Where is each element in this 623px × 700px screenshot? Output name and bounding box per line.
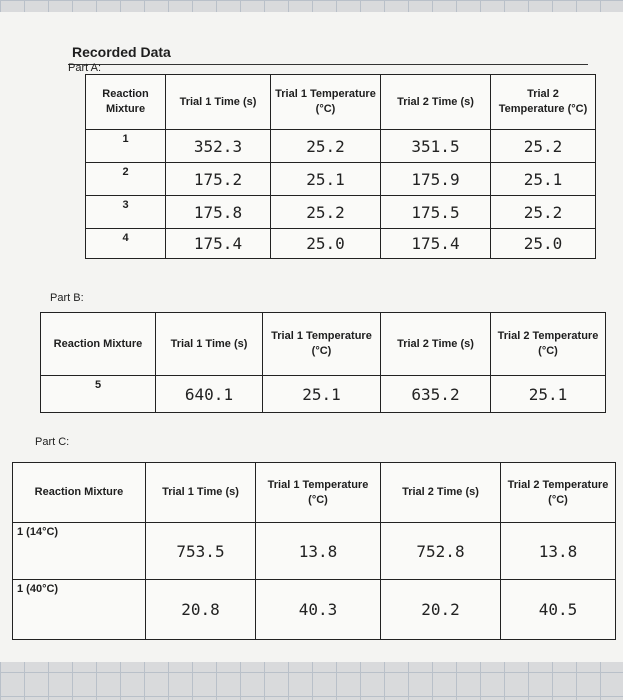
data-row: 1 (14°C) 753.5 13.8 752.8 13.8 (12, 522, 616, 580)
part-label: Part C: (35, 436, 70, 448)
cell-value: 25.0 (270, 228, 381, 259)
data-row: 2 175.2 25.1 175.9 25.1 (85, 162, 596, 196)
cell-value: 352.3 (165, 129, 271, 163)
column-header: Reaction Mixture (12, 462, 146, 523)
cell-value: 20.8 (145, 579, 256, 640)
cell-value: 25.0 (490, 228, 596, 259)
column-header: Trial 1 Temperature (°C) (270, 74, 381, 130)
column-header: Trial 2 Temperature (°C) (500, 462, 616, 523)
title-rule (68, 64, 588, 65)
column-header: Trial 2 Time (s) (380, 312, 491, 376)
cell-value: 40.3 (255, 579, 381, 640)
cell-value: 175.8 (165, 195, 271, 229)
cell-value: 351.5 (380, 129, 491, 163)
cell-value: 25.1 (262, 375, 381, 413)
header-row: Reaction Mixture Trial 1 Time (s) Trial 1 … (40, 312, 606, 376)
cell-value: 175.4 (165, 228, 271, 259)
data-table: Reaction Mixture Trial 1 Time (s) Trial 1 … (12, 462, 616, 640)
cell-value: 175.2 (165, 162, 271, 196)
header-row: Reaction Mixture Trial 1 Time (s) Trial 1 … (12, 462, 616, 523)
column-header: Trial 2 Time (s) (380, 74, 491, 130)
cell-value: 25.2 (490, 195, 596, 229)
row-label: 4 (85, 228, 166, 259)
cell-value: 175.5 (380, 195, 491, 229)
data-row: 5 640.1 25.1 635.2 25.1 (40, 375, 606, 413)
cell-value: 25.1 (490, 375, 606, 413)
part-label: Part A: (68, 62, 102, 74)
column-header: Trial 2 Temperature (°C) (490, 74, 596, 130)
header-row: Reaction Mixture Trial 1 Time (s) Trial 1 … (85, 74, 596, 130)
data-row: 1 352.3 25.2 351.5 25.2 (85, 129, 596, 163)
data-row: 1 (40°C) 20.8 40.3 20.2 40.5 (12, 579, 616, 640)
cell-value: 25.2 (490, 129, 596, 163)
row-label: 1 (40°C) (12, 579, 146, 640)
data-row: 4 175.4 25.0 175.4 25.0 (85, 228, 596, 259)
cell-value: 40.5 (500, 579, 616, 640)
paper-sheet: Recorded Data Part A: Reaction Mixture Tri… (0, 12, 623, 662)
cell-value: 635.2 (380, 375, 491, 413)
column-header: Trial 1 Time (s) (165, 74, 271, 130)
cell-value: 753.5 (145, 522, 256, 580)
cell-value: 25.2 (270, 129, 381, 163)
cell-value: 13.8 (255, 522, 381, 580)
row-label: 2 (85, 162, 166, 196)
cell-value: 25.1 (270, 162, 381, 196)
column-header: Reaction Mixture (85, 74, 166, 130)
column-header: Trial 2 Temperature (°C) (490, 312, 606, 376)
cell-value: 752.8 (380, 522, 501, 580)
data-row: 3 175.8 25.2 175.5 25.2 (85, 195, 596, 229)
part-label: Part B: (50, 292, 84, 304)
cell-value: 640.1 (155, 375, 263, 413)
column-header: Trial 1 Temperature (°C) (262, 312, 381, 376)
row-label: 3 (85, 195, 166, 229)
column-header: Reaction Mixture (40, 312, 156, 376)
row-label: 1 (14°C) (12, 522, 146, 580)
cell-value: 25.1 (490, 162, 596, 196)
cell-value: 175.4 (380, 228, 491, 259)
data-table: Reaction Mixture Trial 1 Time (s) Trial 1 … (85, 74, 596, 259)
data-table: Reaction Mixture Trial 1 Time (s) Trial 1 … (40, 312, 606, 413)
cell-value: 25.2 (270, 195, 381, 229)
column-header: Trial 1 Temperature (°C) (255, 462, 381, 523)
row-label: 1 (85, 129, 166, 163)
title: Recorded Data (72, 44, 171, 60)
column-header: Trial 1 Time (s) (145, 462, 256, 523)
column-header: Trial 1 Time (s) (155, 312, 263, 376)
row-label: 5 (40, 375, 156, 413)
column-header: Trial 2 Time (s) (380, 462, 501, 523)
cell-value: 175.9 (380, 162, 491, 196)
cell-value: 20.2 (380, 579, 501, 640)
cell-value: 13.8 (500, 522, 616, 580)
